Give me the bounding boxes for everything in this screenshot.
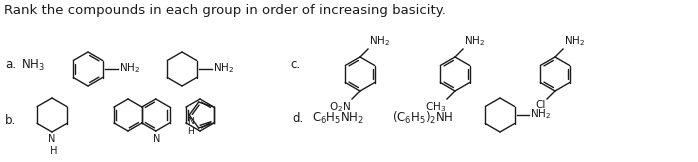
Text: (C$_6$H$_5$)$_2$NH: (C$_6$H$_5$)$_2$NH xyxy=(392,110,454,126)
Text: H: H xyxy=(47,134,57,156)
Text: Cl: Cl xyxy=(535,100,546,110)
Text: Rank the compounds in each group in order of increasing basicity.: Rank the compounds in each group in orde… xyxy=(4,4,446,17)
Text: NH$_2$: NH$_2$ xyxy=(213,61,234,75)
Text: N
H: N H xyxy=(187,117,193,136)
Text: NH$_3$: NH$_3$ xyxy=(21,58,45,73)
Text: NH$_2$: NH$_2$ xyxy=(464,34,485,48)
Text: C$_6$H$_5$NH$_2$: C$_6$H$_5$NH$_2$ xyxy=(312,110,364,126)
Text: CH$_3$: CH$_3$ xyxy=(425,100,446,114)
Text: NH$_2$: NH$_2$ xyxy=(530,107,551,121)
Text: d.: d. xyxy=(292,111,303,125)
Text: a.: a. xyxy=(5,58,16,71)
Text: c.: c. xyxy=(290,58,300,71)
Text: NH$_2$: NH$_2$ xyxy=(369,34,390,48)
Text: NH$_2$: NH$_2$ xyxy=(564,34,585,48)
Text: N: N xyxy=(153,134,161,144)
Text: N: N xyxy=(48,134,56,144)
Text: b.: b. xyxy=(5,114,16,127)
Text: O$_2$N: O$_2$N xyxy=(329,100,351,114)
Text: NH$_2$: NH$_2$ xyxy=(119,61,140,75)
